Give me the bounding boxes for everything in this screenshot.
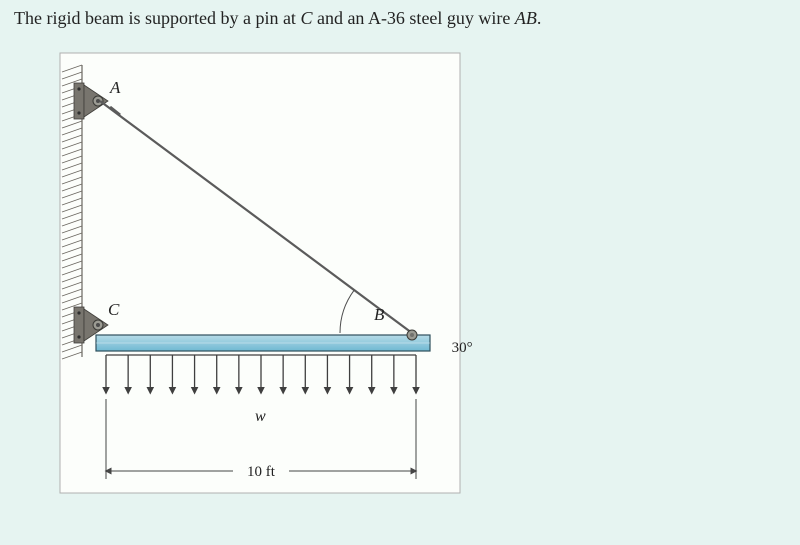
figure-container: A C 30° Bw 10 ft xyxy=(0,43,800,523)
problem-statement: The rigid beam is supported by a pin at … xyxy=(0,0,800,43)
svg-text:B: B xyxy=(374,305,385,324)
svg-text:w: w xyxy=(255,408,266,425)
svg-text:30°: 30° xyxy=(452,340,473,356)
text-mid: and an A-36 steel guy wire xyxy=(312,8,514,28)
beam-diagram: A C 30° Bw 10 ft xyxy=(20,43,480,523)
wire-ab: AB xyxy=(515,8,537,28)
point-c: C xyxy=(300,8,312,28)
svg-text:A: A xyxy=(109,78,121,97)
svg-text:C: C xyxy=(108,300,120,319)
text-post: . xyxy=(537,8,542,28)
text-pre: The rigid beam is supported by a pin at xyxy=(14,8,300,28)
svg-text:10 ft: 10 ft xyxy=(247,464,276,480)
